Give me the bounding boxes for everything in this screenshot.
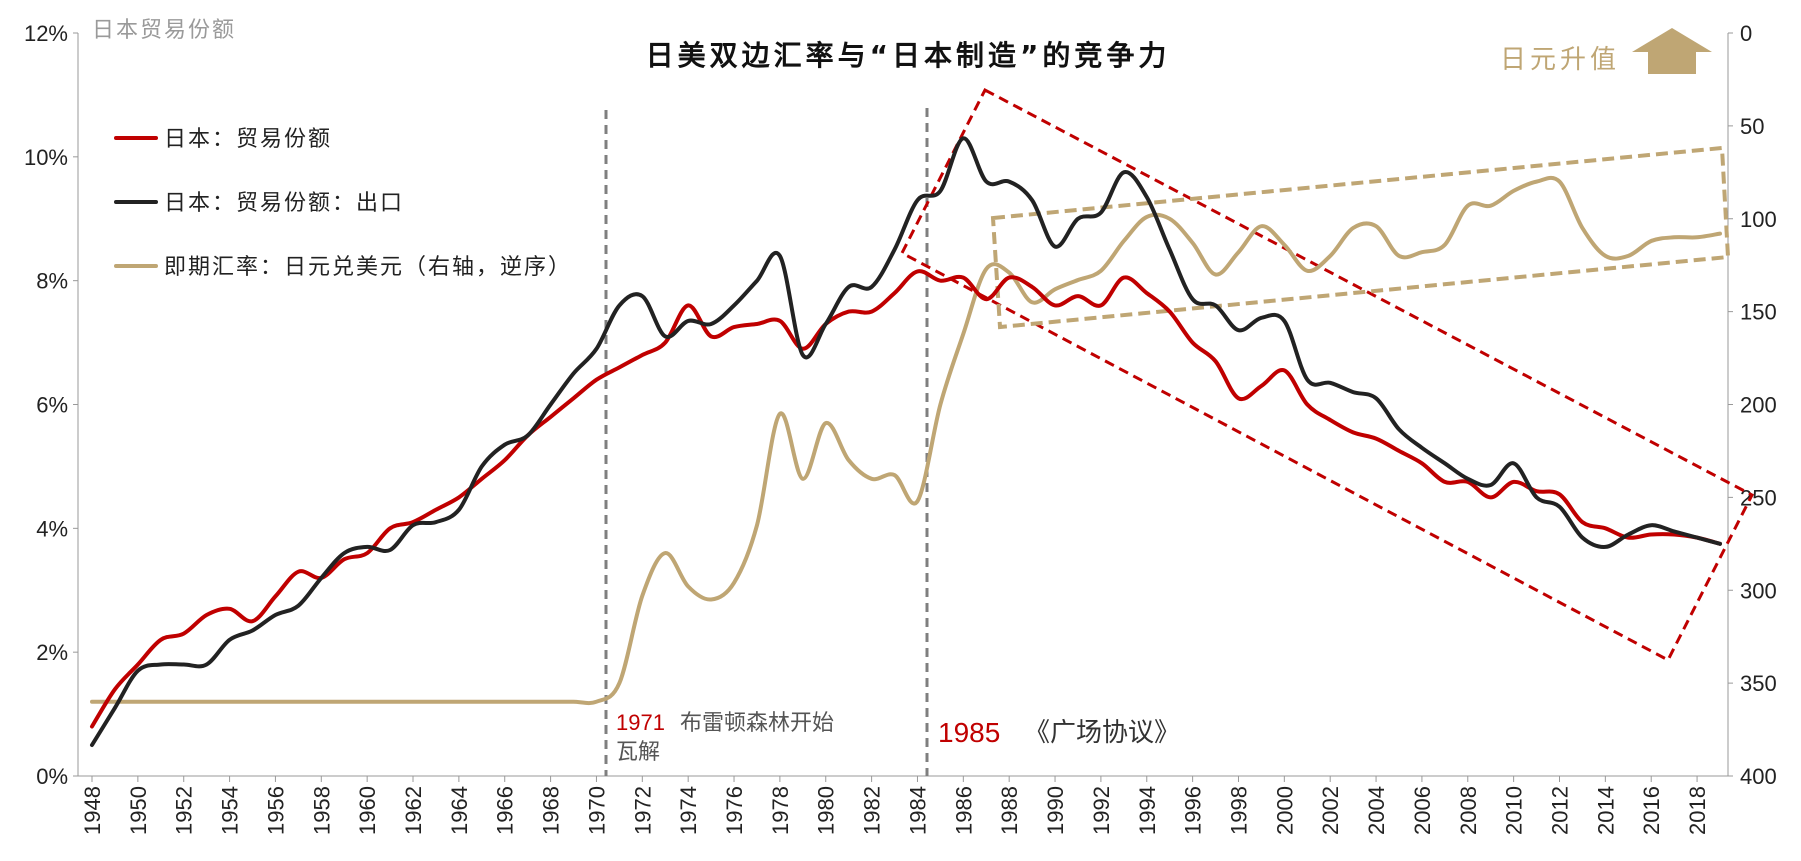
x-ticks: 1948 1950 1952 1954 1956 1958 1960 1962 1964 1966…: [80, 776, 1710, 835]
x-tick-label: 1976: [722, 786, 747, 835]
x-tick-label: 1980: [814, 786, 839, 835]
x-tick-label: 1992: [1089, 786, 1114, 835]
x-tick-label: 2016: [1639, 786, 1664, 835]
x-tick-label: 1968: [539, 786, 564, 835]
left-axis-title: 日本贸易份额: [92, 18, 236, 43]
x-tick-label: 1988: [997, 786, 1022, 835]
x-tick-label: 2010: [1502, 786, 1527, 835]
series-jpy-usd-line: [90, 175, 1722, 706]
x-tick-label: 2014: [1593, 786, 1618, 835]
annotation-1985-text: 《广场协议》: [1024, 718, 1180, 748]
left-tick-label: 6%: [36, 393, 68, 418]
right-tick-label: 0: [1740, 21, 1752, 46]
x-tick-label: 2012: [1547, 786, 1572, 835]
legend-item-export-share: 日本：贸易份额：出口: [114, 191, 404, 216]
series-group: [90, 136, 1722, 747]
left-tick-label: 12%: [24, 21, 68, 46]
x-tick-label: 1982: [860, 786, 885, 835]
annotation-1971-text-line2: 瓦解: [616, 740, 660, 765]
x-tick-label: 1998: [1226, 786, 1251, 835]
right-tick-label: 150: [1740, 300, 1777, 325]
x-tick-label: 1978: [768, 786, 793, 835]
right-tick-label: 100: [1740, 207, 1777, 232]
x-tick-label: 2000: [1272, 786, 1297, 835]
series-trade-share-line: [90, 269, 1722, 729]
x-tick-label: 1952: [172, 786, 197, 835]
x-tick-label: 1964: [447, 786, 472, 835]
annotation-1971-year: 1971: [616, 710, 665, 735]
left-tick-label: 8%: [36, 269, 68, 294]
x-tick-label: 2002: [1318, 786, 1343, 835]
x-tick-label: 1984: [905, 786, 930, 835]
left-y-ticks: 0% 2% 4% 6% 8% 10% 12%: [24, 21, 78, 789]
yen-highlight-box: [990, 145, 1731, 330]
annotation-1971-text-line1: 布雷顿森林开始: [680, 711, 834, 736]
right-tick-label: 50: [1740, 114, 1764, 139]
x-tick-label: 1990: [1043, 786, 1068, 835]
x-tick-label: 1974: [676, 786, 701, 835]
decline-highlight-box: [899, 87, 1755, 663]
left-tick-label: 2%: [36, 640, 68, 665]
left-tick-label: 0%: [36, 764, 68, 789]
x-tick-label: 1958: [309, 786, 334, 835]
x-tick-label: 2018: [1685, 786, 1710, 835]
x-tick-label: 2004: [1364, 786, 1389, 835]
left-tick-label: 4%: [36, 516, 68, 541]
annotation-1985-year: 1985: [938, 717, 1000, 748]
x-tick-label: 1986: [951, 786, 976, 835]
x-tick-label: 1962: [401, 786, 426, 835]
x-tick-label: 1966: [493, 786, 518, 835]
right-tick-label: 300: [1740, 578, 1777, 603]
right-tick-label: 200: [1740, 393, 1777, 418]
x-tick-label: 1950: [126, 786, 151, 835]
legend-label: 日本：贸易份额: [164, 127, 332, 152]
series-export-share-line: [90, 136, 1722, 747]
x-tick-label: 2006: [1410, 786, 1435, 835]
yen-appreciation-label: 日元升值: [1500, 45, 1620, 75]
x-tick-label: 1960: [355, 786, 380, 835]
right-tick-label: 400: [1740, 764, 1777, 789]
x-tick-label: 1948: [80, 786, 105, 835]
x-tick-label: 1956: [263, 786, 288, 835]
right-tick-label: 350: [1740, 671, 1777, 696]
legend-label: 即期汇率：日元兑美元（右轴，逆序）: [164, 255, 572, 280]
up-arrow-icon: [1632, 28, 1712, 74]
chart-title: 日美双边汇率与“日本制造”的竞争力: [646, 39, 1171, 72]
legend-item-jpy-usd: 即期汇率：日元兑美元（右轴，逆序）: [114, 255, 572, 280]
legend-label: 日本：贸易份额：出口: [164, 191, 404, 216]
x-tick-label: 1970: [584, 786, 609, 835]
legend-item-trade-share: 日本：贸易份额: [114, 127, 332, 152]
x-tick-label: 1954: [218, 786, 243, 835]
x-tick-label: 1972: [630, 786, 655, 835]
x-tick-label: 1994: [1135, 786, 1160, 835]
x-tick-label: 1996: [1181, 786, 1206, 835]
left-tick-label: 10%: [24, 145, 68, 170]
x-tick-label: 2008: [1456, 786, 1481, 835]
